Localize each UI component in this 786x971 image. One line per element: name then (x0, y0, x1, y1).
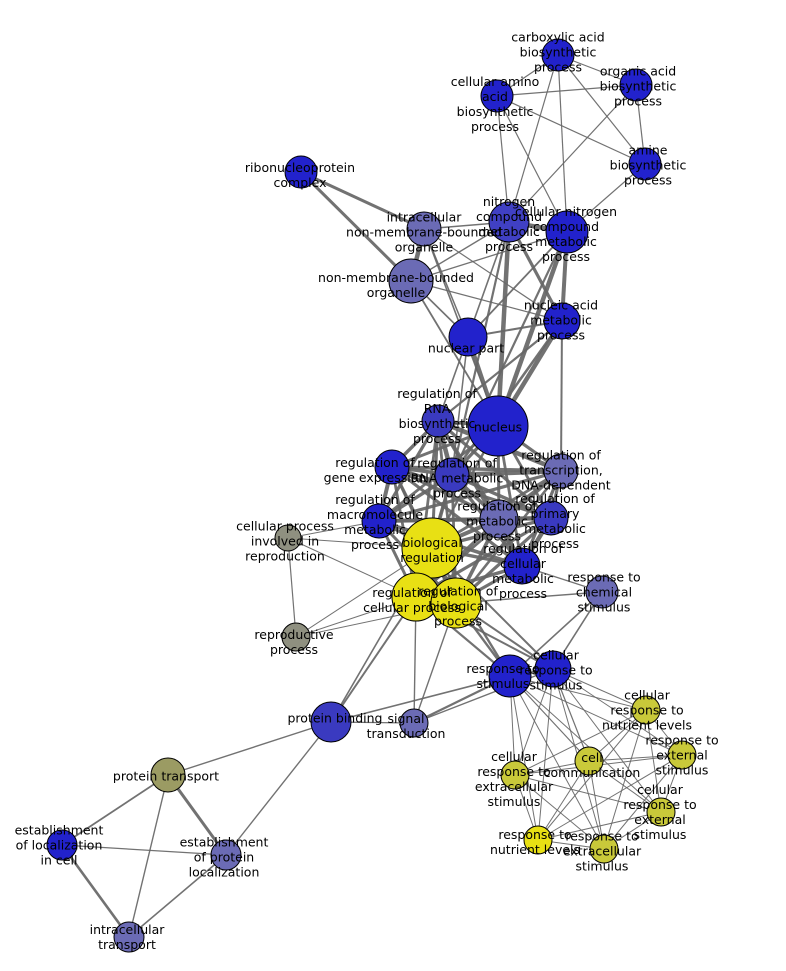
graph-node-biological-regulation[interactable] (401, 517, 463, 579)
graph-edge (537, 668, 554, 841)
graph-node-regulation-of-rna-metabolic-process[interactable] (434, 457, 470, 493)
graph-node-reproductive-process[interactable] (281, 622, 311, 652)
graph-edge (496, 95, 646, 165)
graph-edge (225, 721, 332, 856)
graph-node-response-to-chemical-stimulus[interactable] (585, 575, 619, 609)
graph-node-cellular-response-to-nutrient-levels[interactable] (631, 695, 661, 725)
graph-node-response-to-external-stimulus[interactable] (667, 740, 697, 770)
graph-edge (128, 774, 169, 938)
graph-node-protein-transport[interactable] (150, 757, 186, 793)
graph-node-establishment-of-localization-in-cell[interactable] (46, 829, 78, 861)
graph-edge (509, 675, 683, 756)
graph-node-cellular-response-to-stimulus[interactable] (534, 650, 572, 688)
graph-node-cellular-nitrogen-compound-metabolic-process[interactable] (545, 210, 589, 254)
graph-edge (645, 709, 662, 813)
graph-edge (410, 231, 568, 282)
graph-node-nucleus[interactable] (467, 395, 529, 457)
graph-edge (514, 668, 554, 776)
graph-node-response-to-nutrient-levels[interactable] (523, 825, 553, 855)
graph-edge (391, 465, 552, 520)
graph-edge (588, 754, 683, 762)
graph-node-signal-transduction[interactable] (399, 708, 429, 738)
graph-edge (496, 95, 510, 223)
graph-edge (509, 675, 605, 850)
graph-edge (287, 537, 297, 638)
graph-node-amine-biosynthetic-process[interactable] (628, 147, 662, 181)
graph-node-cell-communication[interactable] (574, 746, 604, 776)
graph-edge (300, 170, 425, 231)
graph-edge (437, 320, 563, 422)
edge-layer (60, 54, 683, 938)
graph-node-cellular-response-to-external-stimulus[interactable] (646, 797, 676, 827)
graph-edge (330, 596, 417, 723)
graph-edge (514, 774, 662, 813)
graph-edge (299, 170, 413, 283)
graph-edge (552, 668, 683, 756)
graph-edge (603, 709, 647, 850)
graph-node-establishment-of-protein-localization[interactable] (210, 839, 242, 871)
graph-node-ribonucleoprotein-complex[interactable] (284, 155, 318, 189)
graph-edge (496, 84, 637, 97)
graph-edge (588, 760, 605, 850)
graph-edge (496, 95, 568, 233)
graph-edge (423, 228, 563, 322)
graph-edge (378, 469, 562, 523)
graph-node-regulation-of-macromolecule-metabolic-process[interactable] (361, 503, 397, 539)
graph-edge (509, 675, 539, 841)
graph-edge (467, 231, 568, 338)
graph-node-regulation-of-primary-metabolic-process[interactable] (533, 500, 569, 536)
graph-node-regulation-of-rna-biosynthetic-process[interactable] (421, 404, 455, 438)
graph-edge (436, 420, 458, 604)
graph-node-regulation-of-cellular-metabolic-process[interactable] (503, 547, 541, 585)
graph-edge (61, 774, 169, 846)
graph-edge (60, 844, 131, 938)
graph-edge (61, 844, 227, 856)
graph-edge (128, 854, 227, 938)
graph-node-regulation-of-biological-process[interactable] (430, 577, 482, 629)
graph-edge (603, 754, 683, 850)
graph-edge (391, 465, 562, 473)
graph-edge (537, 760, 590, 841)
graph-node-nuclear-part[interactable] (448, 317, 488, 357)
graph-edge (552, 668, 662, 813)
graph-edge (495, 221, 512, 427)
graph-edge (537, 811, 662, 841)
graph-edge (509, 675, 647, 711)
graph-node-regulation-of-transcription-dna-dependent[interactable] (543, 453, 579, 489)
graph-node-cellular-process-involved-in-reproduction[interactable] (274, 524, 302, 552)
graph-edge (514, 709, 647, 776)
graph-edge (557, 54, 568, 233)
graph-edge (537, 754, 683, 841)
graph-node-nucleic-acid-metabolic-process[interactable] (543, 302, 581, 340)
graph-node-response-to-stimulus[interactable] (488, 654, 532, 698)
graph-edge (330, 675, 511, 723)
graph-edge (508, 54, 559, 223)
graph-edge (410, 280, 563, 322)
graph-edge (588, 760, 662, 813)
graph-node-intracellular-non-membrane-bounded-organelle[interactable] (406, 211, 442, 247)
graph-edge (509, 675, 662, 813)
graph-node-regulation-of-gene-expression[interactable] (374, 449, 410, 485)
graph-edge (514, 774, 605, 850)
graph-edge (560, 320, 563, 472)
graph-node-protein-binding[interactable] (310, 701, 352, 743)
graph-edge (508, 84, 637, 223)
graph-node-cellular-amino-acid-biosynthetic-process[interactable] (480, 79, 514, 113)
node-layer (46, 38, 697, 953)
graph-edge (557, 54, 646, 165)
graph-node-response-to-extracellular-stimulus[interactable] (589, 834, 619, 864)
graph-node-cellular-response-to-extracellular-stimulus[interactable] (500, 760, 530, 790)
graph-edge (391, 465, 500, 521)
graph-node-nitrogen-compound-metabolic-process[interactable] (488, 201, 530, 243)
graph-node-non-membrane-bounded-organelle[interactable] (388, 258, 434, 304)
graph-node-organic-acid-biosynthetic-process[interactable] (619, 68, 653, 102)
graph-node-intracellular-transport[interactable] (113, 921, 145, 953)
graph-edge (167, 721, 332, 776)
graph-node-carboxylic-acid-biosynthetic-process[interactable] (541, 38, 575, 72)
graph-node-regulation-of-metabolic-process[interactable] (479, 499, 519, 539)
graph-edge (451, 473, 552, 520)
